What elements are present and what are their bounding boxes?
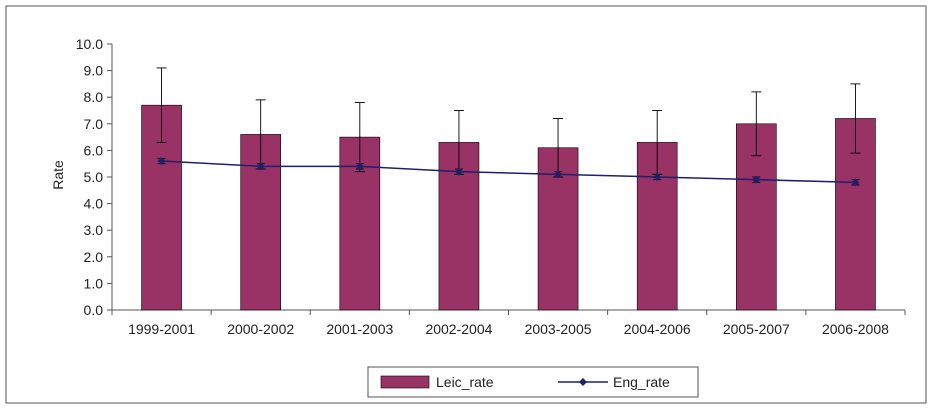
point-eng [355,162,364,171]
y-tick-label: 0.0 [84,302,104,318]
x-ticks: 1999-2001 2000-2002 2001-2003 2002-2004 2003… [111,310,906,337]
x-tick-label: 2006-2008 [822,321,889,337]
point-eng [256,162,265,171]
x-tick-label: 1999-2001 [128,321,195,337]
x-tick-label: 2004-2006 [624,321,691,337]
x-tick-label: 2001-2003 [326,321,393,337]
y-tick-label: 7.0 [84,116,104,132]
legend-label-leic: Leic_rate [436,374,494,390]
point-eng [653,173,662,181]
x-tick-label: 2003-2005 [525,321,592,337]
y-tick-label: 10.0 [76,36,103,52]
y-tick-label: 6.0 [84,142,104,158]
y-tick-label: 4.0 [84,196,104,212]
point-eng [752,175,761,184]
y-axis-label: Rate [50,160,66,190]
legend-marker-eng [579,378,587,386]
x-tick-label: 2002-2004 [425,321,492,337]
line-eng [161,160,856,184]
legend: Leic_rate Eng_rate [367,366,699,398]
y-tick-label: 1.0 [84,275,104,291]
point-eng [454,167,463,176]
y-tick-label: 5.0 [84,169,104,185]
x-tick-label: 2000-2002 [227,321,294,337]
y-tick-label: 3.0 [84,222,104,238]
legend-label-eng: Eng_rate [613,374,670,390]
y-tick-label: 2.0 [84,249,104,265]
x-tick-label: 2005-2007 [723,321,790,337]
point-eng [157,157,166,166]
point-eng [851,178,860,187]
line-series [157,157,860,187]
bars [141,67,876,311]
legend-box [367,366,699,398]
y-tick-label: 8.0 [84,89,104,105]
y-ticks: 0.0 1.0 2.0 3.0 4.0 5.0 6.0 7.0 8.0 9.0 10.0 [76,36,112,318]
legend-swatch-leic [380,375,430,389]
point-eng [554,170,563,179]
y-tick-label: 9.0 [84,63,104,79]
